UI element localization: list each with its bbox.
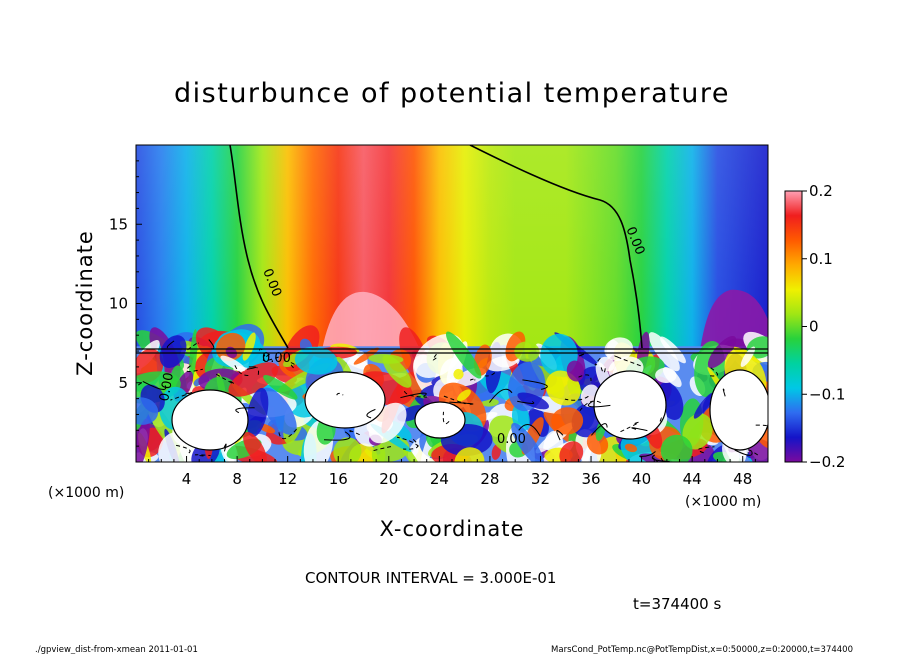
- contour-interval-note: CONTOUR INTERVAL = 3.000E-01: [305, 569, 556, 587]
- x-tick-label: 20: [379, 470, 398, 488]
- colorbar: 0.2 0.1 0 −0.1 −0.2: [784, 182, 845, 471]
- x-axis-label: X-coordinate: [380, 517, 525, 541]
- x-tick-label: 4: [182, 470, 192, 488]
- x-tick-label: 16: [329, 470, 348, 488]
- x-unit-left: (×1000 m): [48, 485, 124, 501]
- footer-left: ./gpview_dist-from-xmean 2011-01-01: [35, 645, 198, 654]
- colorbar-tick-label: −0.1: [809, 385, 845, 403]
- x-tick-label: 48: [733, 470, 752, 488]
- time-label: t=374400 s: [633, 595, 721, 613]
- x-tick-label: 36: [581, 470, 600, 488]
- contour-label: 0.00: [262, 351, 291, 366]
- x-tick-label: 40: [632, 470, 651, 488]
- x-axis: 4 8 12 16 20 24 28 32 36 40 44 48: [148, 456, 756, 488]
- contour-label: 0.00: [497, 432, 526, 447]
- x-tick-label: 24: [430, 470, 449, 488]
- lower-layer-field: [136, 323, 768, 462]
- zero-contour-right: [469, 145, 643, 349]
- y-axis-label: Z-coordinate: [73, 230, 97, 376]
- colorbar-tick-label: 0.2: [809, 182, 833, 200]
- footer-right: MarsCond_PotTemp.nc@PotTempDist,x=0:5000…: [551, 645, 853, 654]
- colorbar-tick-label: 0: [809, 318, 819, 336]
- colorbar-tick-label: 0.1: [809, 250, 833, 268]
- zero-contour-left: [229, 145, 289, 349]
- colorbar-tick-label: −0.2: [809, 453, 845, 471]
- y-tick-label: 15: [109, 215, 128, 233]
- x-unit-right: (×1000 m): [685, 494, 761, 510]
- x-tick-label: 8: [232, 470, 242, 488]
- y-tick-label: 10: [109, 295, 128, 313]
- x-tick-label: 32: [531, 470, 550, 488]
- x-tick-label: 44: [683, 470, 702, 488]
- chart-title: disturbunce of potential temperature: [174, 78, 730, 109]
- zero-contour-base: [136, 348, 768, 354]
- contour-label: 0.00: [157, 371, 177, 402]
- x-tick-label: 12: [278, 470, 297, 488]
- y-axis: 5 10 15: [109, 160, 142, 447]
- y-tick-label: 5: [118, 374, 128, 392]
- warm-core: [322, 291, 420, 350]
- plot-area: [136, 145, 768, 462]
- x-tick-label: 28: [480, 470, 499, 488]
